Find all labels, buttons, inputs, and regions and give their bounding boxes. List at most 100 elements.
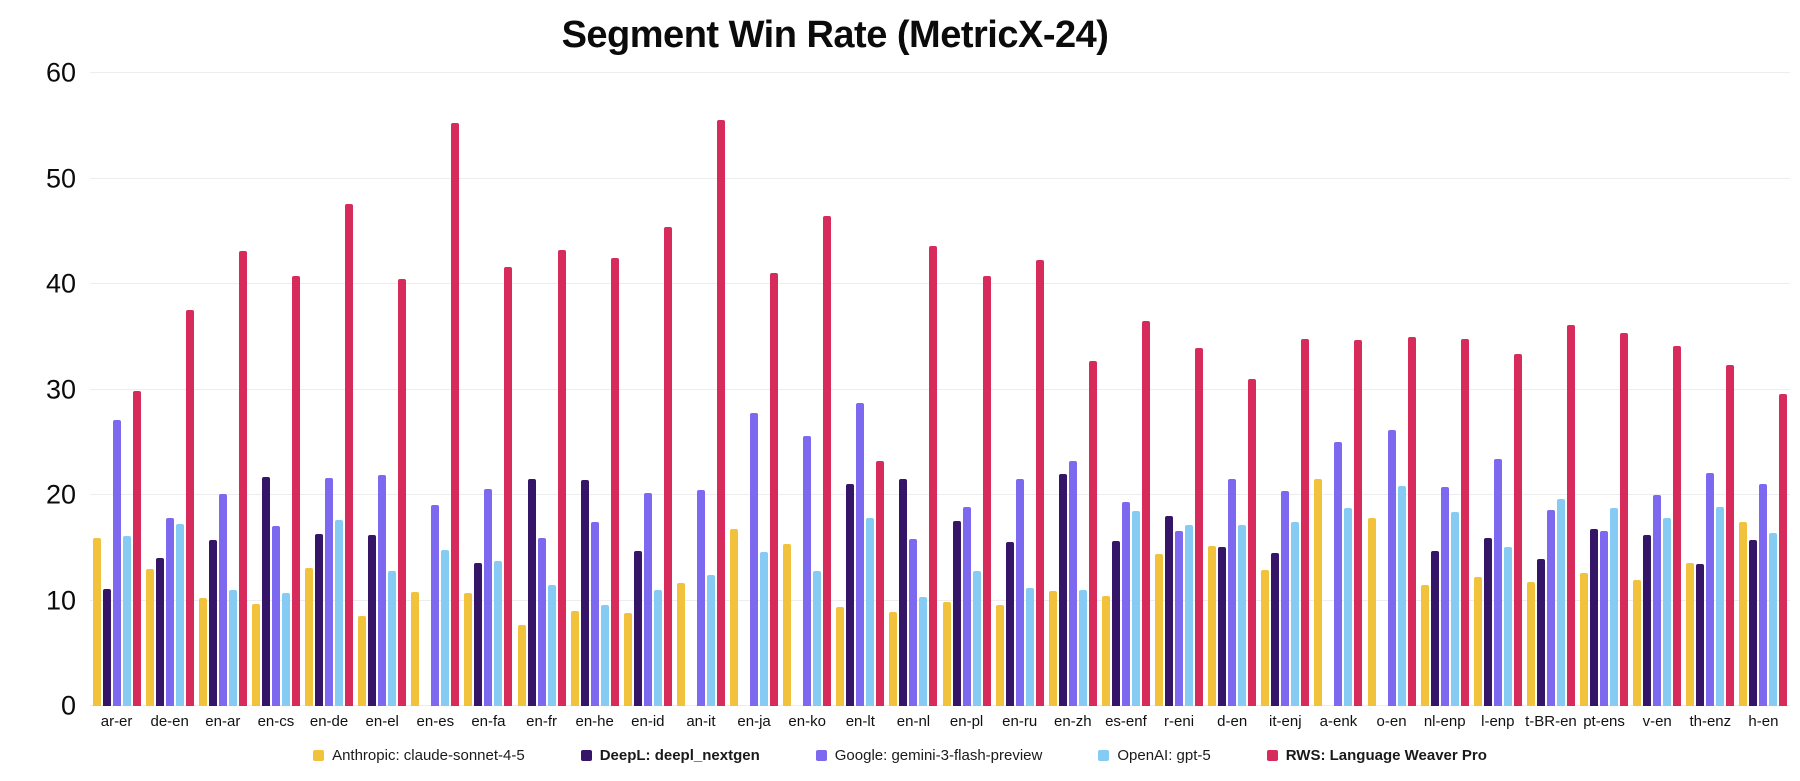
gridline: [90, 599, 1790, 601]
bar-group: [249, 73, 302, 706]
bar: [238, 251, 247, 706]
bar: [281, 593, 290, 706]
bar: [1633, 580, 1642, 706]
bar: [750, 412, 759, 706]
bar: [155, 558, 164, 706]
legend-item[interactable]: Anthropic: claude-sonnet-4-5: [313, 747, 525, 764]
bar: [803, 435, 812, 706]
bar: [1536, 559, 1545, 706]
x-tick-label: d-en: [1217, 713, 1248, 730]
legend-item[interactable]: DeepL: deepl_nextgen: [580, 747, 760, 764]
legend-item[interactable]: OpenAI: gpt-5: [1098, 747, 1211, 764]
bar: [1367, 518, 1376, 706]
bar: [175, 523, 184, 706]
bar: [378, 474, 387, 706]
bar: [1101, 596, 1110, 706]
bar: [1185, 524, 1194, 706]
bar: [610, 257, 619, 706]
bar-group: [1365, 73, 1418, 706]
bar: [484, 488, 493, 706]
bar: [494, 561, 503, 706]
legend-label: RWS: Language Weaver Pro: [1285, 747, 1487, 764]
bar: [813, 570, 822, 706]
bar: [770, 273, 779, 706]
bar: [198, 598, 207, 706]
x-tick-label: en-ru: [1002, 713, 1038, 730]
y-tick-label: 60: [45, 57, 76, 88]
bar: [1566, 325, 1575, 706]
x-tick-label: o-en: [1376, 713, 1407, 730]
bar: [600, 604, 609, 706]
bar-group: [887, 73, 940, 706]
bar: [1141, 320, 1150, 706]
bar-group: [303, 73, 356, 706]
bar: [185, 310, 194, 706]
bar-group: [196, 73, 249, 706]
bar-group: [1099, 73, 1152, 706]
bar: [962, 506, 971, 706]
bar: [1291, 522, 1300, 706]
bar: [995, 604, 1004, 706]
bar: [1779, 393, 1788, 706]
gridline: [90, 494, 1790, 495]
bar: [228, 589, 237, 706]
bar: [1354, 339, 1363, 706]
bar-group: [1312, 73, 1365, 706]
bar: [1048, 591, 1057, 706]
bar: [653, 589, 662, 706]
legend-swatch: [1266, 750, 1278, 761]
bar: [783, 543, 792, 706]
bar: [1155, 554, 1164, 706]
bar-group: [834, 73, 887, 706]
bar: [856, 403, 865, 706]
bar: [676, 582, 685, 706]
bar: [846, 484, 855, 706]
x-tick-label: en-cs: [257, 713, 295, 730]
bar: [305, 567, 314, 706]
bar-group: [356, 73, 409, 706]
bar: [590, 522, 599, 706]
bar: [1749, 540, 1758, 706]
bar: [1397, 485, 1406, 706]
bar: [623, 613, 632, 706]
bar: [1208, 545, 1217, 706]
gridline: [90, 388, 1790, 390]
bar: [1131, 510, 1140, 706]
bar: [504, 267, 513, 706]
y-tick-label: 30: [45, 374, 76, 404]
bar: [261, 477, 270, 706]
bar: [696, 489, 705, 706]
x-tick-label: en-zh: [1054, 713, 1092, 730]
bar: [1281, 490, 1290, 706]
bar: [1228, 479, 1237, 706]
legend-label: DeepL: deepl_nextgen: [599, 747, 760, 764]
bar: [517, 624, 526, 706]
bar: [730, 528, 739, 706]
bar: [145, 568, 154, 706]
bar: [1493, 459, 1502, 706]
bar: [1769, 532, 1778, 706]
bar: [1483, 538, 1492, 706]
bar: [1663, 518, 1672, 706]
x-tick-label: h-en: [1748, 713, 1779, 730]
x-tick-label: en-ko: [788, 713, 826, 730]
bar: [1035, 259, 1044, 706]
bar-group: [993, 73, 1046, 706]
bar: [1556, 499, 1565, 706]
y-tick-label: 10: [45, 585, 76, 615]
bar-group: [621, 73, 674, 706]
bar-group: [1153, 73, 1206, 706]
bar: [1238, 524, 1247, 706]
legend-swatch: [815, 750, 827, 761]
bar: [208, 540, 217, 706]
bar: [1058, 473, 1067, 706]
legend-item[interactable]: RWS: Language Weaver Pro: [1266, 747, 1487, 764]
y-tick-label: 20: [45, 479, 76, 510]
bar: [451, 122, 460, 706]
bar: [1218, 546, 1227, 706]
bar: [527, 479, 536, 706]
bar-group: [143, 73, 196, 706]
legend-swatch: [313, 750, 325, 761]
legend-item[interactable]: Google: gemini-3-flash-preview: [815, 747, 1042, 764]
bar: [1420, 584, 1429, 706]
